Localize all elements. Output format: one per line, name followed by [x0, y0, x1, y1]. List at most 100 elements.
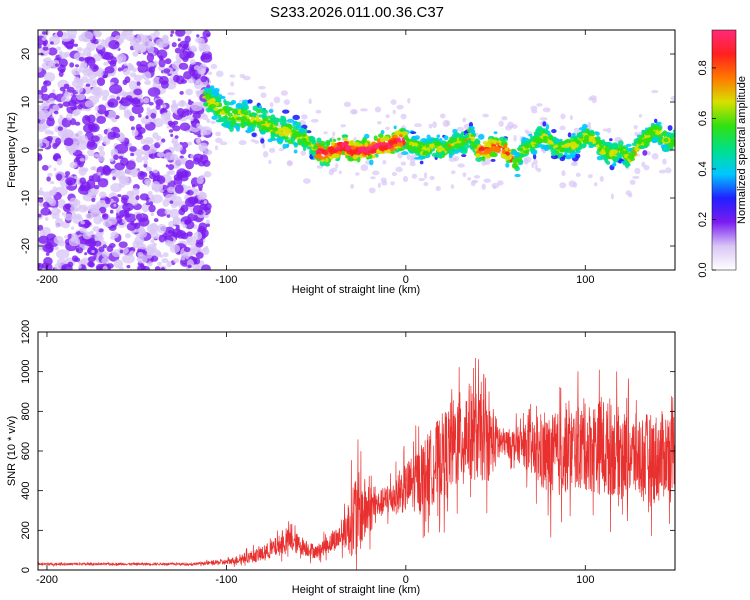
spectrogram-noise-blob — [202, 30, 211, 38]
spectrogram-ridge-blob — [653, 118, 658, 124]
spectrogram-ridge-blob — [557, 152, 564, 158]
snr-xtick-label: -200 — [36, 574, 58, 586]
spectrogram-ridge-blob — [411, 135, 417, 141]
spectrogram-ridge-blob — [252, 120, 257, 126]
spectrogram-halo-blob — [400, 161, 406, 166]
spectrogram-xtick-label: -100 — [215, 274, 237, 286]
spectrogram-ridge-blob — [506, 155, 512, 160]
spectrogram-ridge-blob — [595, 144, 600, 148]
spectrogram-halo-blob — [334, 163, 339, 169]
spectrogram-halo-blob — [310, 118, 319, 123]
spectrogram-ridge-blob — [553, 140, 559, 144]
spectrogram-noise-blob — [206, 118, 211, 123]
spectrogram-ridge-blob — [262, 117, 269, 121]
spectrogram-noise-blob — [145, 180, 151, 187]
spectrogram-ridge-blob — [441, 140, 447, 144]
spectrogram-noise-blob — [90, 135, 100, 143]
spectrogram-halo-blob — [450, 170, 456, 175]
spectrogram-ridge-blob — [461, 154, 467, 157]
spectrogram-noise-blob — [56, 173, 63, 181]
spectrogram-noise-blob — [164, 239, 171, 246]
spectrogram-ridge-blob — [399, 133, 403, 138]
spectrogram-ridge-blob — [236, 127, 240, 132]
spectrogram-ridge-blob — [390, 151, 396, 154]
spectrogram-ridge-blob — [398, 128, 406, 132]
spectrogram-ridge-blob — [419, 160, 424, 165]
spectrogram-noise-blob — [185, 159, 195, 170]
spectrogram-noise-blob — [171, 228, 183, 238]
spectrogram-halo-blob — [504, 125, 513, 131]
spectrogram-noise-blob — [82, 47, 92, 56]
spectrogram-noise-blob — [48, 164, 52, 168]
spectrogram-ridge-blob — [211, 115, 218, 120]
spectrogram-noise-blob — [181, 141, 189, 149]
spectrogram-ridge-blob — [551, 129, 557, 134]
spectrogram-noise-blob — [75, 84, 84, 94]
spectrogram-noise-blob — [90, 209, 102, 218]
spectrogram-noise-blob — [69, 197, 78, 207]
spectrogram-noise-blob — [49, 41, 54, 45]
spectrogram-noise-blob — [145, 166, 152, 172]
spectrogram-noise-blob — [70, 205, 79, 212]
spectrogram-noise-blob — [165, 164, 169, 168]
spectrogram-ridge-blob — [644, 137, 652, 143]
spectrogram-ridge-blob — [667, 132, 675, 138]
spectrogram-halo-blob — [572, 160, 577, 166]
spectrogram-noise-blob — [138, 217, 150, 227]
spectrogram-noise-blob — [165, 58, 172, 65]
spectrogram-ridge-blob — [341, 134, 349, 138]
spectrogram-noise-blob — [71, 255, 79, 262]
spectrogram-ridge-blob — [521, 136, 527, 143]
spectrogram-noise-blob — [142, 39, 154, 48]
spectrogram-ridge-blob — [306, 141, 312, 146]
spectrogram-noise-blob — [59, 86, 66, 92]
spectrogram-ridge-blob — [565, 138, 573, 143]
spectrogram-noise-blob — [108, 39, 120, 50]
spectrogram-halo-blob — [338, 170, 342, 175]
spectrogram-noise-blob — [114, 162, 125, 171]
spectrogram-ridge-blob — [651, 137, 658, 144]
spectrogram-halo-blob — [268, 159, 272, 165]
spectrogram-noise-blob — [58, 58, 68, 68]
spectrogram-noise-blob — [177, 43, 182, 48]
spectrogram-halo-blob — [542, 107, 551, 113]
spectrogram-ridge-blob — [268, 109, 274, 114]
spectrogram-halo-blob — [230, 81, 235, 87]
spectrogram-noise-blob — [38, 141, 43, 148]
spectrogram-ridge-blob — [295, 121, 301, 126]
spectrogram-noise-blob — [84, 116, 91, 121]
spectrogram-noise-blob — [150, 255, 159, 262]
spectrogram-noise-blob — [41, 61, 52, 70]
spectrogram-noise-blob — [57, 126, 64, 131]
spectrogram-noise-blob — [142, 150, 149, 156]
spectrogram-noise-blob — [43, 201, 50, 209]
spectrogram-noise-blob — [153, 60, 158, 66]
spectrogram-noise-blob — [148, 101, 154, 106]
spectrogram-noise-blob — [130, 167, 140, 178]
spectrogram-noise-blob — [101, 257, 110, 266]
spectrogram-noise-blob — [140, 116, 152, 125]
spectrogram-noise-blob — [171, 99, 177, 105]
spectrogram-ridge-blob — [374, 143, 380, 147]
spectrogram-noise-blob — [69, 62, 75, 68]
spectrogram-noise-blob — [63, 40, 75, 49]
spectrogram-noise-blob — [201, 133, 205, 138]
spectrogram-noise-blob — [86, 222, 90, 227]
spectrogram-halo-blob — [283, 99, 291, 106]
spectrogram-noise-blob — [200, 75, 208, 83]
spectrogram-noise-blob — [149, 170, 153, 175]
spectrogram-halo-blob — [219, 141, 228, 146]
spectrogram-noise-blob — [174, 157, 183, 167]
spectrogram-noise-blob — [180, 221, 185, 226]
spectrogram-noise-blob — [152, 108, 157, 114]
spectrogram-noise-blob — [143, 160, 149, 165]
spectrogram-noise-blob — [96, 115, 107, 124]
spectrogram-ridge-blob — [257, 121, 262, 127]
spectrogram-halo-blob — [238, 140, 247, 146]
spectrogram-noise-blob — [85, 83, 91, 87]
spectrogram-noise-blob — [117, 67, 122, 72]
spectrogram-ridge-blob — [500, 153, 508, 159]
spectrogram-ridge-blob — [408, 144, 413, 149]
spectrogram-noise-blob — [174, 184, 184, 194]
